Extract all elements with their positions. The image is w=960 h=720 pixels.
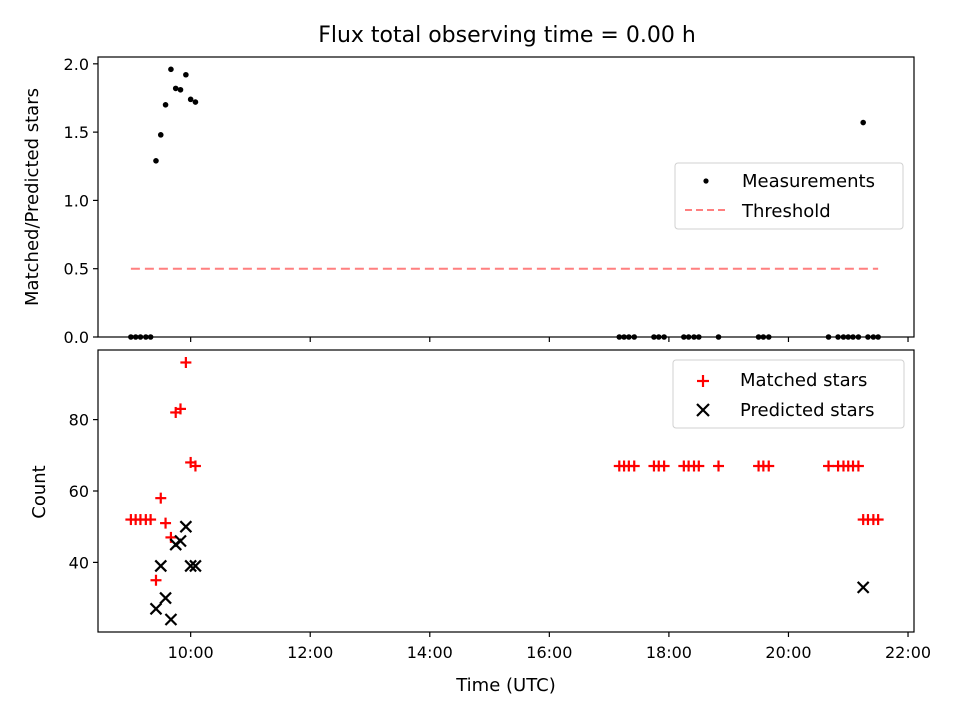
predicted-star-point [184,559,197,573]
top-y-tick-label: 0.5 [64,260,89,279]
matched-star-point [658,460,670,472]
bottom-panel: 40 60 80 10:00 12:00 14:00 16:00 18:00 20:00 22:0… [29,349,931,696]
matched-star-point [693,460,705,472]
measurement-point [183,71,189,78]
predicted-x-b [164,613,178,626]
top-axes-frame [97,56,915,338]
predicted-x-b [179,520,193,533]
top-legend: Measurements Threshold [674,162,904,230]
legend-matched-marker [697,375,709,387]
measurement-point [157,132,164,138]
top-y-tick-label: 1.5 [64,123,89,142]
predicted-star-point [189,559,202,573]
legend-predicted-marker [696,403,710,417]
matched-star-point [713,460,725,472]
bottom-y-axis-label: Count [29,465,50,518]
bottom-data-layer [125,356,884,626]
predicted-x-b [856,581,870,594]
legend-matched-label: Matched stars [740,370,867,391]
predicted-star-point [149,602,163,616]
measurement-point [187,96,194,103]
x-tick-label: 22:00 [885,643,931,662]
measurement-point [162,102,169,108]
top-panel: 0.00.51.01.52.0 Matched/Predicted stars … [22,55,915,347]
chart-title: Flux total observing time = 0.00 h [318,23,696,48]
predicted-x-b [149,602,163,616]
matched-star-point [160,517,172,529]
matched-star-point [155,492,167,504]
top-y-axis-label: Matched/Predicted stars [22,88,43,306]
measurement-point [153,158,159,164]
x-tick-label: 14:00 [407,643,453,662]
predicted-star-point [174,534,187,548]
legend-measurements-marker [703,178,709,184]
bottom-ticks: 40 60 80 10:00 12:00 14:00 16:00 18:00 20:00 22:0… [69,411,931,662]
bottom-y-tick-label: 60 [69,482,89,501]
bottom-legend: Matched stars Predicted stars [672,359,905,429]
x-tick-label: 10:00 [168,643,214,662]
measurement-point [860,119,866,126]
x-tick-label: 18:00 [646,643,692,662]
matched-star-point [180,356,192,368]
measurement-point [172,85,179,92]
x-axis-label: Time (UTC) [455,675,556,696]
measurement-point [192,99,199,105]
top-legend-box [674,162,904,230]
bottom-y-tick-label: 40 [69,553,89,572]
measurement-point [177,86,184,93]
top-y-tick-label: 2.0 [64,55,89,74]
bottom-legend-box [672,359,905,429]
matched-star-point [189,460,201,472]
x-tick-label: 20:00 [765,643,811,662]
matched-star-point [145,514,157,526]
matched-star-point [150,574,162,586]
top-y-tick-label: 1.0 [64,191,89,210]
matched-star-point [823,460,835,472]
matched-star-point [763,460,775,472]
legend-measurements-label: Measurements [742,171,875,192]
bottom-y-tick-label: 80 [69,411,89,430]
predicted-x-b [154,559,168,573]
matched-star-point [628,460,640,472]
predicted-x-b [174,534,187,548]
top-ticks: 0.0 0.5 1.0 1.5 2.0 [64,55,909,347]
x-tick-label: 12:00 [287,643,333,662]
predicted-star-point [164,613,178,626]
predicted-star-point [179,520,193,533]
predicted-x-b [189,559,202,573]
legend-predicted-label: Predicted stars [740,400,874,421]
matched-star-point [852,460,864,472]
legend-threshold-label: Threshold [741,201,831,222]
matched-star-point [174,403,186,415]
predicted-star-point [154,559,168,573]
x-tick-label: 16:00 [526,643,572,662]
predicted-x-b [159,591,172,605]
predicted-x-b [184,559,197,573]
matched-star-point [872,514,884,526]
measurement-point [168,66,174,73]
top-y-tick-label: 0.0 [64,328,89,347]
predicted-star-point [856,581,870,594]
predicted-star-point [159,591,172,605]
